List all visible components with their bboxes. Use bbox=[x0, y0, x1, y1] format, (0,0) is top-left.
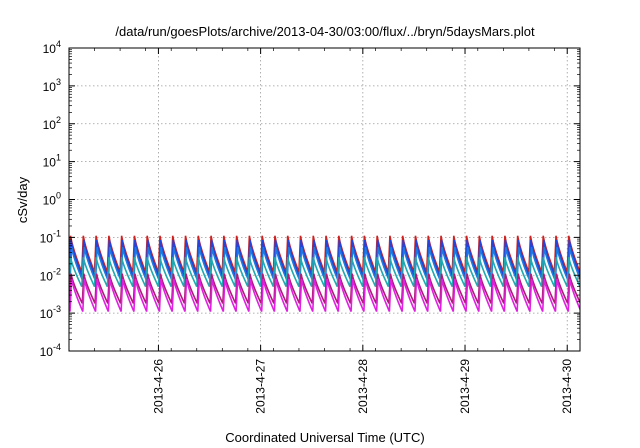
series-line bbox=[69, 256, 580, 287]
x-tick-label: 2013-4-30 bbox=[560, 359, 574, 414]
series-line bbox=[69, 273, 580, 304]
x-tick-label: 2013-4-28 bbox=[356, 359, 370, 414]
x-tick-label: 2013-4-27 bbox=[254, 359, 268, 414]
y-tick-label: 10-2 bbox=[40, 266, 61, 283]
y-tick-label: 101 bbox=[43, 153, 61, 170]
y-tick-labels: 10-4 10-3 10-2 10-1 100 101 102 103 104 bbox=[40, 39, 61, 359]
x-tick-label: 2013-4-29 bbox=[458, 359, 472, 414]
y-tick-label: 103 bbox=[43, 77, 61, 94]
x-tick-label: 2013-4-26 bbox=[151, 359, 165, 414]
y-tick-label: 10-3 bbox=[40, 304, 61, 321]
chart-title: /data/run/goesPlots/archive/2013-04-30/0… bbox=[115, 24, 535, 39]
grid-lines bbox=[69, 48, 580, 351]
axis-ticks bbox=[68, 47, 581, 352]
series-group bbox=[69, 235, 580, 312]
y-axis-title: cSv/day bbox=[15, 176, 30, 223]
series-line bbox=[69, 247, 580, 282]
y-tick-label: 10-4 bbox=[40, 342, 61, 359]
series-line bbox=[69, 239, 580, 278]
y-tick-label: 10-1 bbox=[40, 228, 61, 245]
y-tick-label: 100 bbox=[43, 191, 61, 208]
x-axis-title: Coordinated Universal Time (UTC) bbox=[225, 430, 424, 445]
series-line bbox=[69, 278, 580, 312]
y-tick-label: 102 bbox=[43, 115, 61, 132]
y-tick-label: 104 bbox=[43, 39, 61, 56]
x-tick-labels: 2013-4-26 2013-4-27 2013-4-28 2013-4-29 2013… bbox=[151, 359, 574, 414]
